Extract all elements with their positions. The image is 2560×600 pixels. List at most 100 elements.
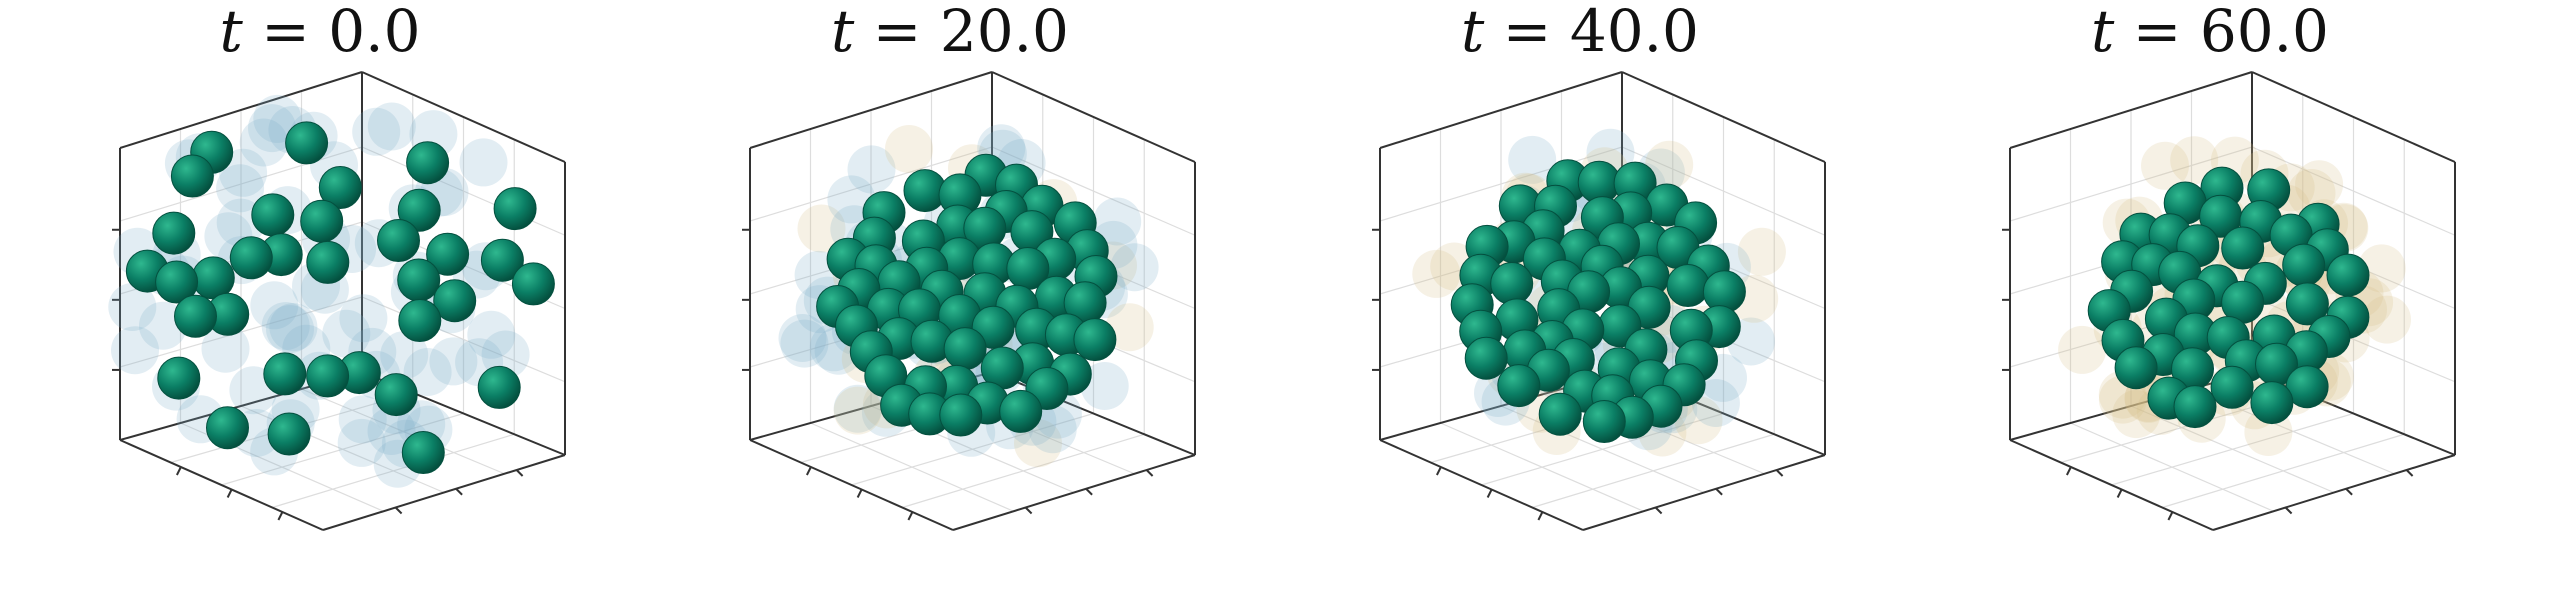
ghost-particle	[1110, 243, 1159, 292]
ghost-particle	[481, 330, 530, 379]
tick-mark	[1085, 488, 1093, 496]
tick-mark	[277, 511, 284, 521]
grid-line	[2111, 412, 2354, 486]
ghost-particle	[885, 125, 933, 173]
panel-t60: t = 60.0	[1890, 0, 2530, 600]
ghost-particle	[2357, 244, 2406, 293]
panel-title: t = 20.0	[831, 0, 1069, 65]
ghost-particle	[266, 305, 314, 354]
particle	[1666, 264, 1710, 307]
particle	[398, 299, 442, 342]
tick-mark	[394, 506, 403, 515]
particle	[191, 256, 235, 300]
box-edge	[1621, 71, 1826, 163]
ghost-particle	[1674, 396, 1723, 445]
ghost-particle	[352, 107, 401, 156]
particle	[480, 238, 524, 282]
box-edge	[2251, 71, 2456, 163]
ghost-particle	[2141, 141, 2189, 190]
particle	[300, 199, 344, 243]
box-edge	[322, 454, 566, 531]
ghost-particle	[429, 337, 478, 386]
panel-title: t = 0.0	[219, 0, 421, 65]
tick-mark	[1145, 469, 1154, 477]
ghost-particle	[833, 386, 882, 435]
particle	[2114, 346, 2158, 390]
particle	[401, 431, 445, 474]
ghost-particle	[248, 104, 296, 153]
particle	[2210, 365, 2254, 409]
particle	[170, 154, 214, 198]
box-edge	[1379, 439, 1584, 531]
tick-mark	[2116, 489, 2123, 498]
particle	[155, 260, 199, 304]
ghost-particle	[797, 204, 846, 253]
particle	[2173, 385, 2217, 429]
tick-mark	[2284, 506, 2293, 515]
particle	[406, 141, 450, 185]
ghost-particle	[847, 145, 896, 194]
tick-mark	[455, 488, 463, 496]
grid-line	[902, 433, 1145, 509]
ghost-particle	[403, 348, 452, 396]
grid-line	[851, 412, 1094, 486]
box-edge	[1379, 71, 1623, 149]
ghost-particle	[2295, 160, 2344, 209]
ghost-particle	[2170, 136, 2219, 185]
particle	[511, 262, 555, 306]
particle	[377, 219, 420, 262]
grid-line	[301, 388, 505, 475]
tick-mark	[1715, 488, 1723, 496]
tick-mark	[1654, 506, 1663, 515]
particle	[174, 294, 217, 338]
ghost-particle	[778, 314, 827, 362]
grid-line	[1481, 412, 1724, 486]
particle	[943, 327, 987, 371]
ghost-particle	[380, 331, 429, 380]
box-edge	[749, 71, 993, 149]
ghost-particle	[239, 118, 288, 167]
particle	[157, 356, 201, 400]
particle	[251, 193, 295, 237]
particle	[1538, 392, 1582, 436]
ghost-particle	[2363, 295, 2411, 344]
ghost-particle	[833, 384, 882, 433]
particle	[306, 354, 350, 398]
ghost-particle	[1645, 140, 1694, 189]
tick-mark	[1024, 506, 1033, 515]
3d-scene	[2002, 71, 2456, 531]
grid-line	[221, 412, 464, 486]
particle	[2282, 243, 2326, 287]
tick-mark	[176, 466, 182, 476]
box-edge	[2009, 71, 2253, 149]
particle	[426, 232, 470, 276]
particle	[2250, 381, 2294, 425]
particle	[397, 258, 441, 302]
tick-mark	[856, 489, 863, 498]
particle	[374, 373, 418, 417]
tick-mark	[1436, 466, 1442, 476]
3d-scene	[108, 71, 566, 531]
particles	[125, 121, 555, 474]
panel-t20: t = 20.0	[630, 0, 1270, 600]
particle	[1582, 400, 1626, 443]
ghost-particle	[467, 310, 516, 359]
grid-line	[1532, 433, 1775, 509]
box-edge	[991, 71, 1196, 163]
ghost-particle	[2058, 325, 2107, 374]
particle	[1490, 262, 1534, 305]
tick-mark	[1537, 511, 1544, 521]
ghost-particle	[1093, 197, 1142, 246]
ghost-particle	[261, 302, 310, 351]
panel-t0: t = 0.0	[0, 0, 640, 600]
bounding-box	[1372, 71, 1826, 531]
tick-mark	[2345, 488, 2353, 496]
box-edge	[1582, 454, 1826, 531]
ghost-particle	[216, 164, 265, 213]
particle	[285, 121, 329, 165]
ghost-particle	[322, 309, 371, 358]
particle	[318, 166, 362, 209]
ghost-particle	[1080, 362, 1129, 410]
box-edge	[2009, 439, 2214, 531]
ghost-particle	[108, 283, 157, 331]
